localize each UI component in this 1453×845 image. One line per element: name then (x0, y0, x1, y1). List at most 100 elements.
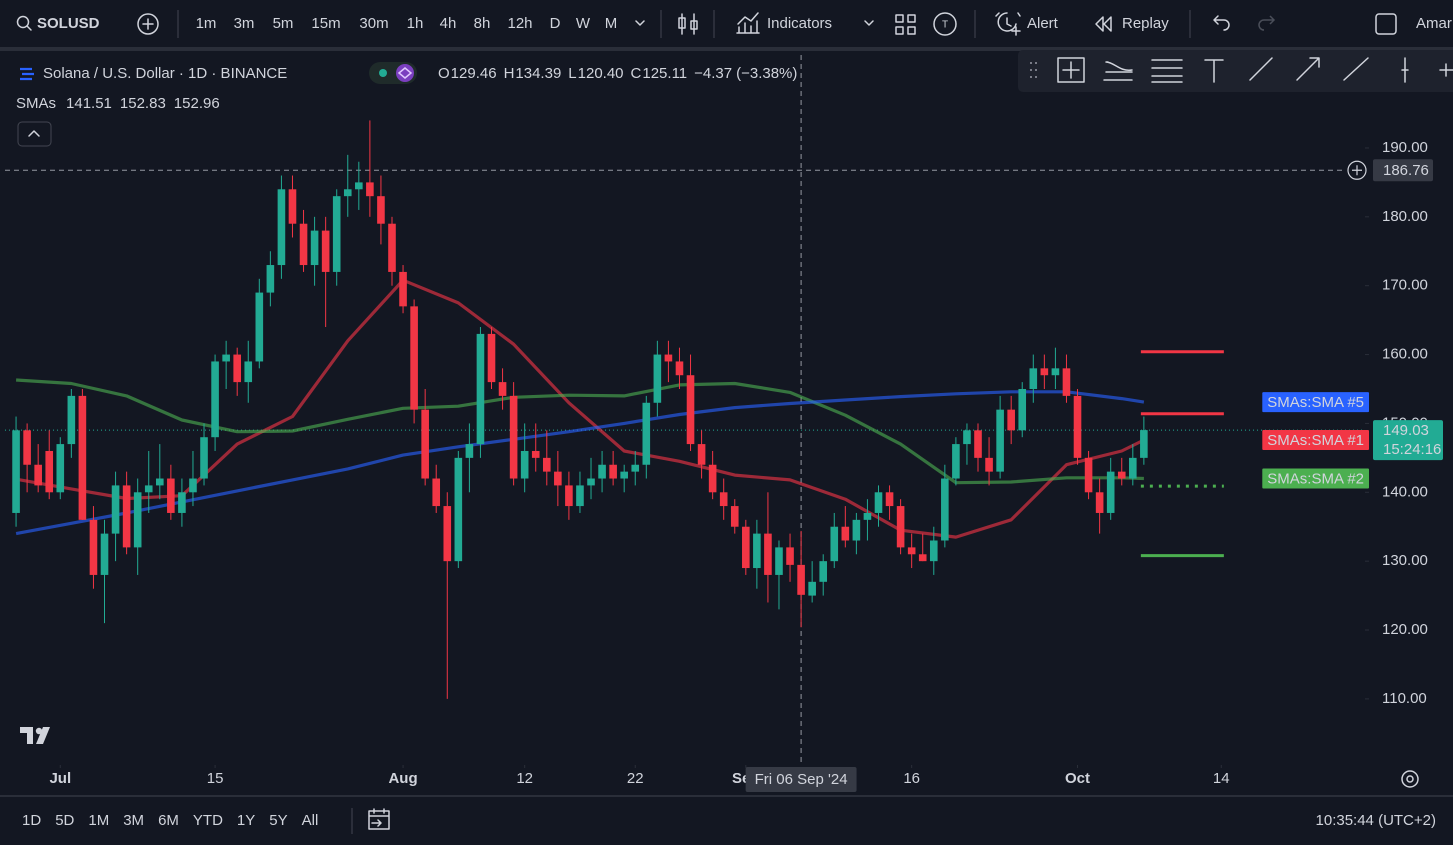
candle-body (841, 526, 850, 541)
crosshair-tool[interactable] (1057, 57, 1085, 83)
collapse-button[interactable] (17, 121, 52, 147)
last-price-label: 149.03 (1383, 422, 1429, 439)
pattern-tool[interactable] (1151, 59, 1183, 83)
more-tools[interactable] (1439, 63, 1453, 77)
crosshair-date-label: Fri 06 Sep '24 (755, 771, 848, 788)
interval-chevron[interactable] (635, 20, 645, 26)
x-tick-label: Jul (49, 770, 71, 787)
chart-type-icon[interactable] (678, 13, 698, 35)
tv-logo (20, 727, 50, 744)
market-open-dot (379, 69, 387, 77)
range-button[interactable]: 6M (158, 812, 179, 829)
undo-icon[interactable] (1213, 15, 1230, 31)
range-button[interactable]: 5Y (269, 812, 287, 829)
chart-pane (0, 51, 1453, 795)
candle-body (12, 430, 20, 513)
fullscreen-icon[interactable] (1375, 13, 1397, 35)
candle-body (454, 457, 463, 562)
range-button[interactable]: 5D (55, 812, 74, 829)
date-range-icon[interactable] (368, 808, 390, 830)
ohlc-value: 129.46 (451, 65, 497, 82)
text-tool[interactable] (1204, 59, 1224, 83)
candle-body (321, 230, 330, 272)
ohlc-value: 125.11 (642, 65, 687, 82)
indicators-button[interactable]: Indicators (767, 15, 832, 32)
candle-body (189, 478, 197, 493)
indicators-chevron[interactable] (864, 20, 874, 26)
range-button[interactable]: 1D (22, 812, 41, 829)
candle-body (498, 382, 507, 396)
series-tag-label: SMAs:SMA #5 (1267, 394, 1364, 411)
interval-button[interactable]: 15m (311, 15, 340, 32)
candle-body (222, 354, 230, 362)
interval-button[interactable]: 1m (196, 15, 217, 32)
candle-body (576, 485, 584, 507)
interval-button[interactable]: W (576, 15, 591, 32)
interval-button[interactable]: 1h (407, 15, 424, 32)
range-button[interactable]: 1Y (237, 812, 255, 829)
sma-line (15, 378, 1144, 485)
candle-body (885, 492, 894, 507)
candle-body (410, 306, 418, 410)
series-tag: SMAs:SMA #5 (1262, 392, 1369, 413)
alert-button[interactable]: Alert (1027, 15, 1059, 32)
candle-body (277, 189, 286, 266)
vertical-line-tool[interactable] (1401, 57, 1409, 83)
templates-icon[interactable] (933, 12, 957, 36)
range-button[interactable]: All (302, 812, 319, 829)
user-menu[interactable]: Amar (1416, 15, 1452, 32)
redo-icon[interactable] (1258, 15, 1276, 31)
candle-body (587, 478, 595, 486)
interval-button[interactable]: 8h (474, 15, 491, 32)
ohlc-key: L (568, 65, 576, 82)
range-button[interactable]: 3M (123, 812, 144, 829)
candle-body (1084, 457, 1093, 493)
interval-button[interactable]: 4h (440, 15, 457, 32)
candle-body (520, 450, 529, 479)
ohlc-key: H (504, 65, 515, 82)
interval-button[interactable]: M (605, 15, 618, 32)
symbol-name[interactable]: SOLUSD (37, 15, 100, 32)
candle-body (918, 554, 927, 562)
grip[interactable] (1030, 62, 1037, 78)
range-button[interactable]: 1M (88, 812, 109, 829)
candle-body (565, 485, 573, 507)
compare-icon[interactable] (137, 13, 159, 35)
candle-body (1140, 430, 1148, 458)
series-tag-bg (1262, 468, 1369, 489)
interval-button[interactable]: 5m (273, 15, 294, 32)
interval-button[interactable]: 12h (507, 15, 532, 32)
replay-button[interactable]: Replay (1122, 15, 1169, 32)
collapse-chevron (28, 130, 40, 137)
interval-button[interactable]: 30m (359, 15, 388, 32)
interval-button[interactable]: D (550, 15, 561, 32)
y-tick-label: 160.00 (1382, 346, 1428, 363)
layouts-icon[interactable] (895, 14, 916, 35)
arrow-tool[interactable] (1296, 57, 1320, 81)
search-icon-handle (26, 25, 32, 31)
clock[interactable]: 10:35:44 (UTC+2) (1316, 812, 1436, 829)
range-button[interactable]: YTD (193, 812, 223, 829)
interval-button[interactable]: 3m (234, 15, 255, 32)
candle-body (388, 223, 396, 272)
fib-tool[interactable] (1103, 61, 1133, 81)
x-tick-label: Aug (388, 770, 417, 787)
alert-icon[interactable] (995, 12, 1021, 36)
replay-icon[interactable] (1095, 16, 1112, 32)
candle-body (244, 361, 253, 383)
ray-tool[interactable] (1343, 57, 1369, 81)
add-alert-plus (1352, 165, 1362, 176)
candle-body (598, 464, 606, 479)
crosshair-date-bg (745, 767, 857, 792)
legend-value: 152.83 (120, 95, 166, 112)
candle-body (167, 478, 175, 513)
candle-body (830, 526, 839, 562)
indicators-icon[interactable] (736, 12, 760, 34)
settings-icon[interactable] (1401, 770, 1419, 788)
candle-body (465, 444, 474, 458)
search-icon[interactable] (16, 15, 30, 29)
candle-body (288, 189, 297, 224)
trendline-tool[interactable] (1249, 57, 1273, 81)
candle-body (443, 506, 452, 562)
y-tick-label: 110.00 (1382, 690, 1427, 707)
